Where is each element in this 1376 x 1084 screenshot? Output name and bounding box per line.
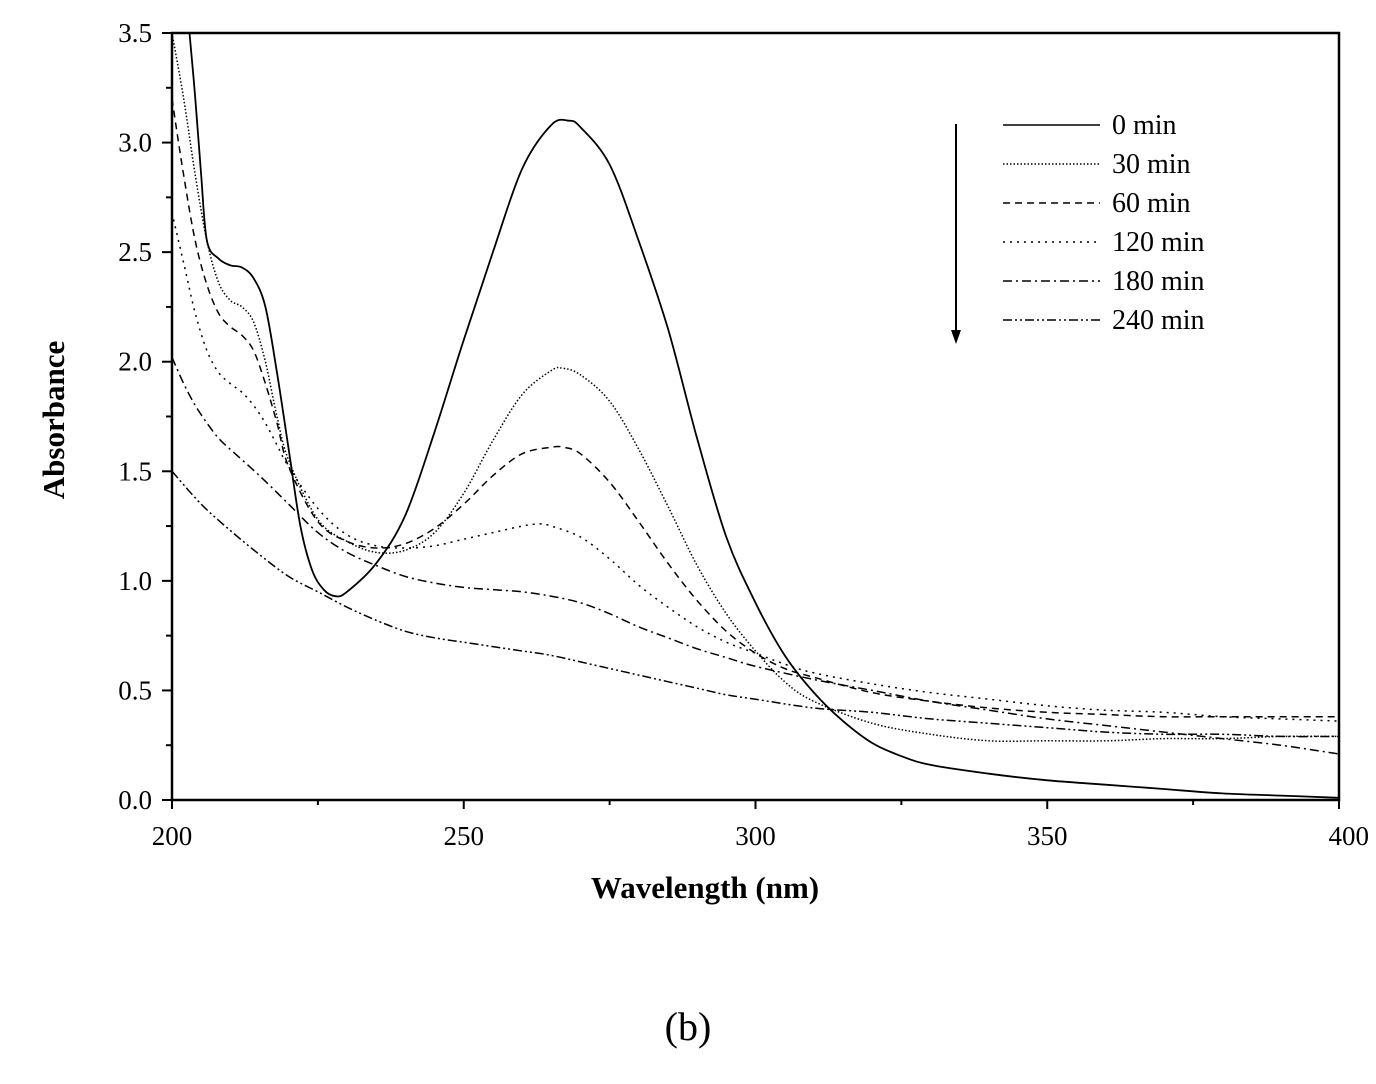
series-line-240-min (172, 470, 1339, 738)
series-layer (172, 33, 1339, 799)
y-tick-label: 2.0 (118, 347, 152, 377)
y-axis-title: Absorbance (36, 341, 71, 499)
y-tick-label: 3.5 (118, 18, 152, 48)
ticks-layer (162, 32, 1340, 809)
x-tick-label: 400 (1329, 821, 1370, 851)
x-tick-label: 350 (1027, 821, 1068, 851)
legend-label: 180 min (1112, 266, 1205, 297)
y-tick-label: 0.5 (118, 675, 152, 705)
legend-label: 60 min (1112, 188, 1191, 219)
panel-label: (b) (665, 1004, 712, 1049)
y-tick-label: 0.0 (118, 785, 152, 815)
tick-labels-layer: 200 250 300 350 400 0.0 0.5 1.0 1.5 2.0 2.5 3.0 3.5 (118, 18, 1369, 851)
series-line-180-min (172, 357, 1339, 755)
x-axis-title: Wavelength (nm) (591, 870, 819, 905)
series-line-120-min (172, 212, 1339, 722)
series-line-60-min (172, 98, 1339, 718)
x-tick-label: 200 (152, 821, 193, 851)
legend-label: 240 min (1112, 305, 1205, 336)
y-tick-label: 1.5 (118, 456, 152, 486)
x-tick-label: 300 (735, 821, 776, 851)
y-tick-label: 2.5 (118, 237, 152, 267)
trend-arrow (951, 124, 961, 344)
x-tick-label: 250 (444, 821, 485, 851)
legend: 0 min 30 min 60 min 120 min 180 min 240 min (1003, 110, 1205, 336)
legend-label: 30 min (1112, 149, 1191, 180)
legend-label: 120 min (1112, 227, 1205, 258)
series-line-0-min (188, 33, 1339, 799)
y-tick-label: 3.0 (118, 128, 152, 158)
y-tick-label: 1.0 (118, 566, 152, 596)
legend-label: 0 min (1112, 110, 1177, 141)
